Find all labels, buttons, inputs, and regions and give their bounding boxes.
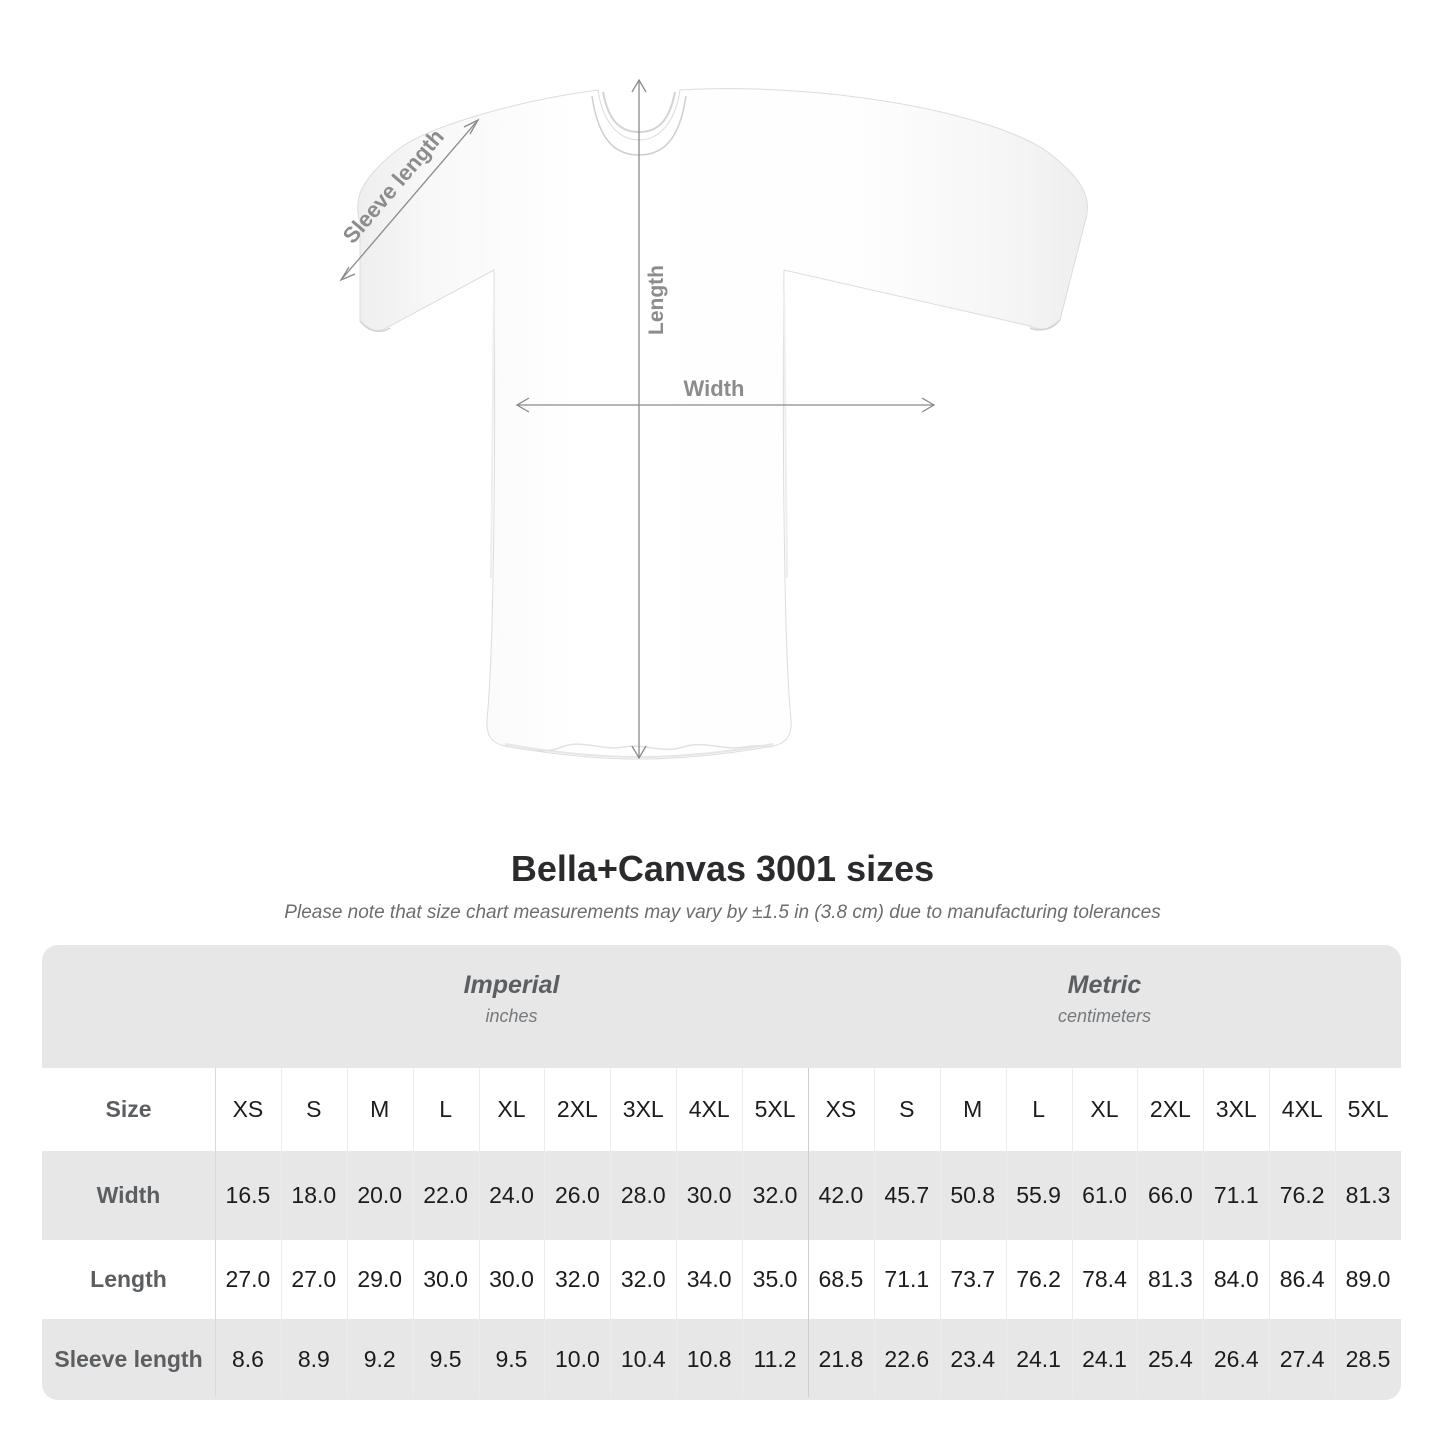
svg-text:Length: Length [645,265,668,335]
svg-text:Width: Width [684,376,745,401]
